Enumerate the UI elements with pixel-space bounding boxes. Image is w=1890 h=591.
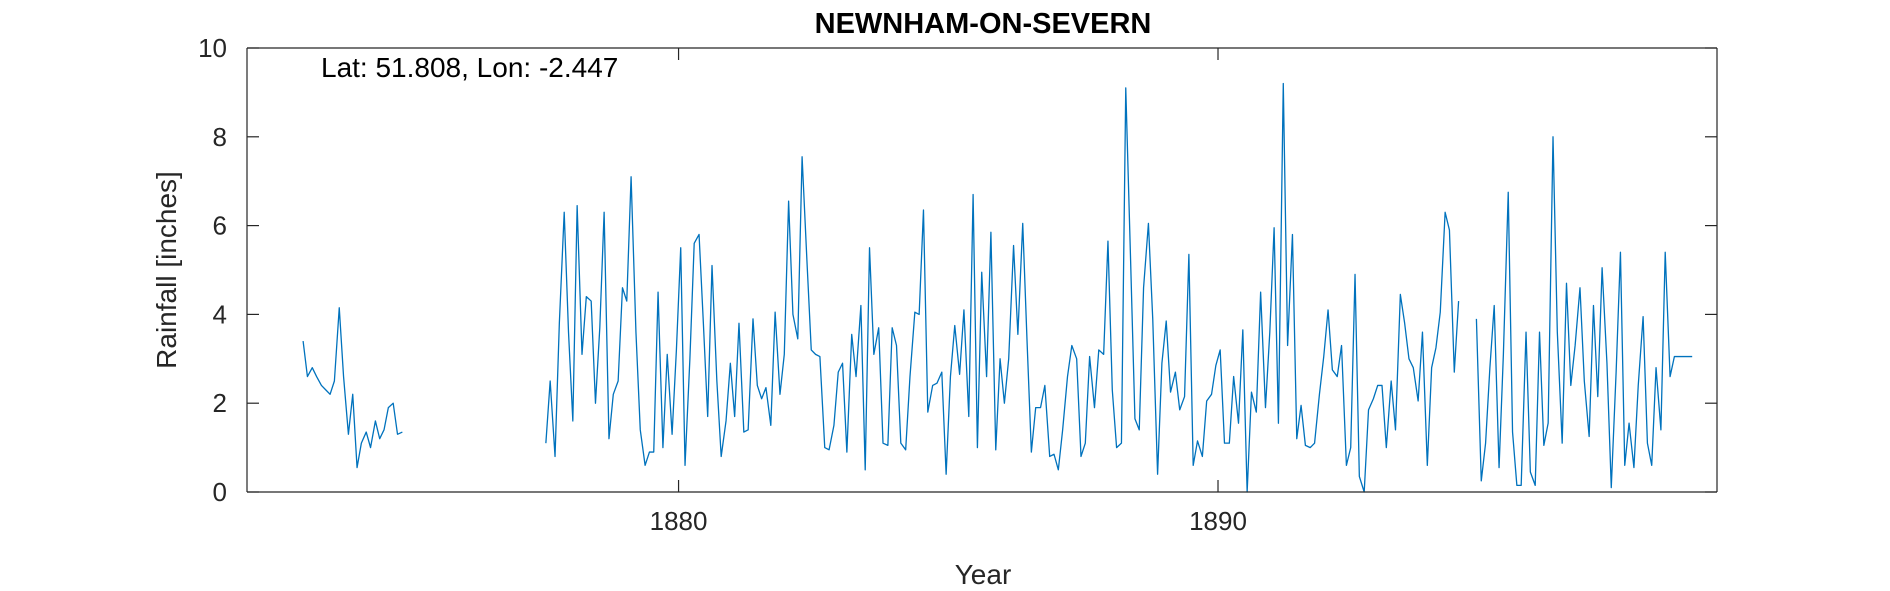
plot-background (247, 48, 1717, 492)
plot-area (246, 47, 1718, 493)
y-axis-label: Rainfall [inches] (151, 171, 182, 369)
x-tick-label-1890: 1890 (1189, 506, 1247, 536)
series-line-segment-2 (545, 82, 1460, 493)
y-tick-label-8: 8 (213, 122, 227, 152)
series-layer (302, 82, 1693, 493)
y-tick-label-0: 0 (213, 477, 227, 507)
ticks-layer (247, 47, 1717, 493)
chart-title: NEWNHAM-ON-SEVERN (815, 8, 1152, 40)
y-tick-label-10: 10 (198, 33, 227, 63)
x-axis-label: Year (955, 559, 1012, 590)
series-line-segment-1 (302, 307, 403, 469)
location-annotation: Lat: 51.808, Lon: -2.447 (321, 52, 618, 83)
y-tick-label-2: 2 (213, 388, 227, 418)
y-tick-label-4: 4 (213, 299, 227, 329)
y-tick-label-6: 6 (213, 211, 227, 241)
x-tick-label-1880: 1880 (650, 506, 708, 536)
series-line-segment-3 (1475, 136, 1693, 489)
